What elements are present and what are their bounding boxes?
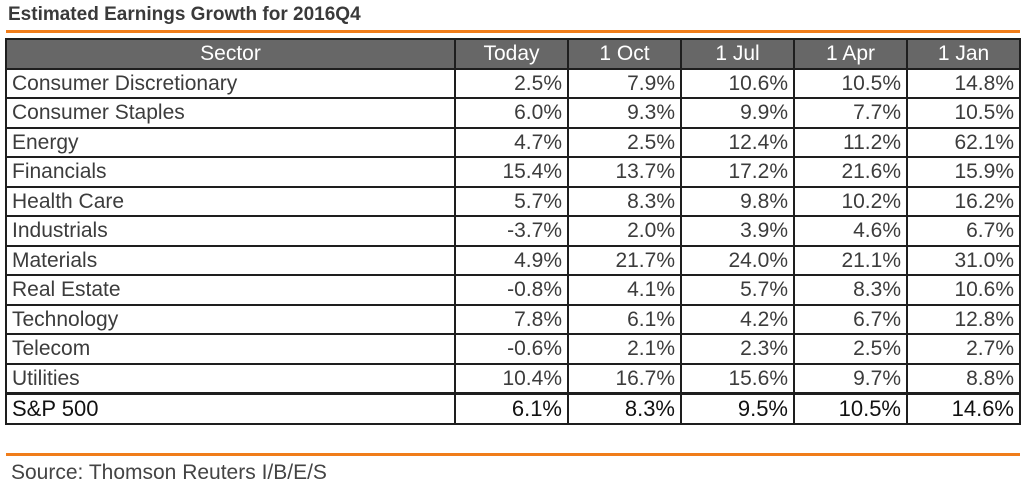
value-cell: 4.6% (793, 215, 908, 247)
table-row: Technology 7.8% 6.1% 4.2% 6.7% 12.8% (5, 303, 1021, 335)
column-header-1-jan: 1 Jan (906, 38, 1021, 70)
sector-name: Consumer Discretionary (5, 67, 456, 99)
footer-rule (6, 453, 1020, 456)
total-value-cell: 9.5% (680, 392, 795, 425)
value-cell: 10.5% (906, 97, 1021, 129)
table-row: Telecom -0.6% 2.1% 2.3% 2.5% 2.7% (5, 333, 1021, 365)
column-header-1-jul: 1 Jul (680, 38, 795, 70)
value-cell: 10.5% (793, 67, 908, 99)
value-cell: 2.5% (567, 126, 682, 158)
value-cell: 16.7% (567, 362, 682, 395)
sector-name: Technology (5, 303, 456, 335)
value-cell: 4.7% (454, 126, 569, 158)
value-cell: 24.0% (680, 244, 795, 276)
value-cell: 10.2% (793, 185, 908, 217)
earnings-growth-table: Sector Today 1 Oct 1 Jul 1 Apr 1 Jan Con… (5, 38, 1021, 425)
value-cell: 13.7% (567, 156, 682, 188)
sector-name: Consumer Staples (5, 97, 456, 129)
table-row: Consumer Discretionary 2.5% 7.9% 10.6% 1… (5, 67, 1021, 99)
value-cell: 7.8% (454, 303, 569, 335)
column-header-1-oct: 1 Oct (567, 38, 682, 70)
sector-name: Utilities (5, 362, 456, 395)
table-row: Financials 15.4% 13.7% 17.2% 21.6% 15.9% (5, 156, 1021, 188)
value-cell: 8.3% (567, 185, 682, 217)
sector-name: Materials (5, 244, 456, 276)
value-cell: 4.1% (567, 274, 682, 306)
table-row: Energy 4.7% 2.5% 12.4% 11.2% 62.1% (5, 126, 1021, 158)
total-value-cell: 14.6% (906, 392, 1021, 425)
value-cell: 17.2% (680, 156, 795, 188)
total-value-cell: 6.1% (454, 392, 569, 425)
value-cell: 9.9% (680, 97, 795, 129)
value-cell: 6.7% (906, 215, 1021, 247)
value-cell: 21.6% (793, 156, 908, 188)
value-cell: 21.7% (567, 244, 682, 276)
sector-name: Telecom (5, 333, 456, 365)
value-cell: 2.3% (680, 333, 795, 365)
value-cell: 7.7% (793, 97, 908, 129)
table-row: Health Care 5.7% 8.3% 9.8% 10.2% 16.2% (5, 185, 1021, 217)
column-header-sector: Sector (5, 38, 456, 70)
sector-name: Energy (5, 126, 456, 158)
total-row: S&P 500 6.1% 8.3% 9.5% 10.5% 14.6% (5, 392, 1021, 425)
table-row: Industrials -3.7% 2.0% 3.9% 4.6% 6.7% (5, 215, 1021, 247)
value-cell: 6.7% (793, 303, 908, 335)
value-cell: 10.6% (680, 67, 795, 99)
sector-name: Industrials (5, 215, 456, 247)
value-cell: 9.8% (680, 185, 795, 217)
value-cell: 9.3% (567, 97, 682, 129)
value-cell: 6.0% (454, 97, 569, 129)
value-cell: -0.8% (454, 274, 569, 306)
value-cell: 11.2% (793, 126, 908, 158)
value-cell: 21.1% (793, 244, 908, 276)
value-cell: -3.7% (454, 215, 569, 247)
source-note: Source: Thomson Reuters I/B/E/S (11, 461, 327, 484)
table-row: Utilities 10.4% 16.7% 15.6% 9.7% 8.8% (5, 362, 1021, 395)
value-cell: 8.8% (906, 362, 1021, 395)
table-title: Estimated Earnings Growth for 2016Q4 (8, 4, 361, 25)
value-cell: -0.6% (454, 333, 569, 365)
value-cell: 5.7% (680, 274, 795, 306)
sector-name: Financials (5, 156, 456, 188)
total-value-cell: 10.5% (793, 392, 908, 425)
value-cell: 15.4% (454, 156, 569, 188)
value-cell: 15.9% (906, 156, 1021, 188)
table-row: Materials 4.9% 21.7% 24.0% 21.1% 31.0% (5, 244, 1021, 276)
value-cell: 2.5% (793, 333, 908, 365)
value-cell: 8.3% (793, 274, 908, 306)
value-cell: 9.7% (793, 362, 908, 395)
sector-name: Health Care (5, 185, 456, 217)
value-cell: 7.9% (567, 67, 682, 99)
value-cell: 12.8% (906, 303, 1021, 335)
total-label: S&P 500 (5, 392, 456, 425)
value-cell: 3.9% (680, 215, 795, 247)
value-cell: 2.5% (454, 67, 569, 99)
column-header-1-apr: 1 Apr (793, 38, 908, 70)
total-value-cell: 8.3% (567, 392, 682, 425)
value-cell: 10.6% (906, 274, 1021, 306)
value-cell: 2.1% (567, 333, 682, 365)
value-cell: 2.0% (567, 215, 682, 247)
table-row: Real Estate -0.8% 4.1% 5.7% 8.3% 10.6% (5, 274, 1021, 306)
value-cell: 15.6% (680, 362, 795, 395)
value-cell: 16.2% (906, 185, 1021, 217)
title-rule (6, 30, 1020, 33)
value-cell: 6.1% (567, 303, 682, 335)
value-cell: 2.7% (906, 333, 1021, 365)
value-cell: 4.9% (454, 244, 569, 276)
value-cell: 14.8% (906, 67, 1021, 99)
value-cell: 4.2% (680, 303, 795, 335)
sector-name: Real Estate (5, 274, 456, 306)
column-header-today: Today (454, 38, 569, 70)
value-cell: 31.0% (906, 244, 1021, 276)
value-cell: 10.4% (454, 362, 569, 395)
value-cell: 62.1% (906, 126, 1021, 158)
table-row: Consumer Staples 6.0% 9.3% 9.9% 7.7% 10.… (5, 97, 1021, 129)
value-cell: 5.7% (454, 185, 569, 217)
value-cell: 12.4% (680, 126, 795, 158)
table-header-row: Sector Today 1 Oct 1 Jul 1 Apr 1 Jan (5, 38, 1021, 70)
